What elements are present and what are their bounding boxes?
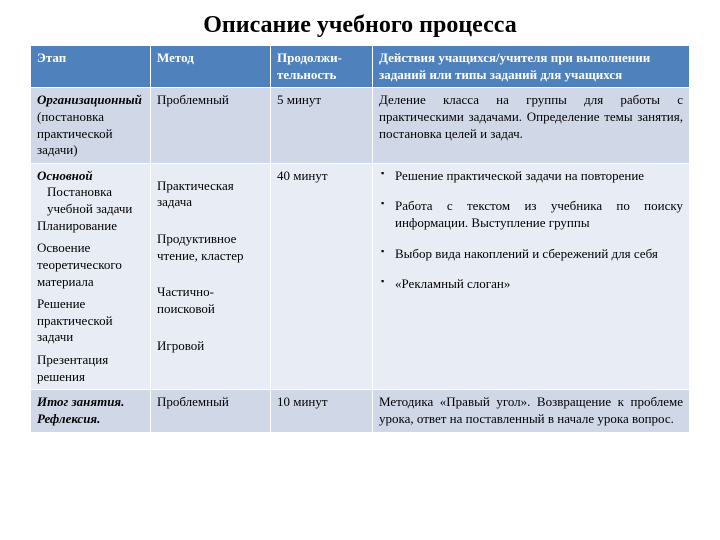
stage-sub: (постановка практической задачи)	[37, 109, 113, 157]
table-row: Организационный (постановка практической…	[31, 88, 690, 164]
duration-cell: 10 минут	[271, 390, 373, 432]
duration-cell: 40 минут	[271, 163, 373, 390]
col-stage: Этап	[31, 46, 151, 88]
stage-cell: Итог занятия. Рефлексия.	[31, 390, 151, 432]
actions-cell: Методика «Правый угол». Возвращение к пр…	[373, 390, 690, 432]
stage-title: Основной	[37, 168, 93, 183]
stage-cell: Организационный (постановка практической…	[31, 88, 151, 164]
stage-cell: Основной Постановка учебной задачи Плани…	[31, 163, 151, 390]
stage-sub: Презентация решения	[37, 352, 144, 385]
method-cell: Проблемный	[151, 390, 271, 432]
action-item: Работа с текстом из учебника по поиску и…	[391, 198, 683, 231]
stage-sub: Планирование	[37, 218, 144, 235]
table-header-row: Этап Метод Продолжи-тельность Действия у…	[31, 46, 690, 88]
duration-cell: 5 минут	[271, 88, 373, 164]
action-item: Выбор вида накоплений и сбережений для с…	[391, 246, 683, 263]
actions-cell: Решение практической задачи на повторени…	[373, 163, 690, 390]
stage-title: Итог занятия. Рефлексия.	[37, 394, 124, 426]
col-duration: Продолжи-тельность	[271, 46, 373, 88]
method-item: Продуктивное чтение, кластер	[157, 231, 264, 264]
method-cell: Практическая задача Продуктивное чтение,…	[151, 163, 271, 390]
col-actions: Действия учащихся/учителя при выполнении…	[373, 46, 690, 88]
table-row: Основной Постановка учебной задачи Плани…	[31, 163, 690, 390]
page-title: Описание учебного процесса	[30, 12, 690, 39]
action-item: «Рекламный слоган»	[391, 276, 683, 293]
stage-sub: Освоение теоретического материала	[37, 240, 144, 290]
stage-title: Организационный	[37, 92, 142, 107]
stage-sub: Решение практической задачи	[37, 296, 144, 346]
method-cell: Проблемный	[151, 88, 271, 164]
process-table: Этап Метод Продолжи-тельность Действия у…	[30, 45, 690, 433]
actions-cell: Деление класса на группы для работы с пр…	[373, 88, 690, 164]
method-item: Частично-поисковой	[157, 284, 264, 317]
action-item: Решение практической задачи на повторени…	[391, 168, 683, 185]
stage-sub: Постановка учебной задачи	[37, 184, 144, 217]
method-item: Игровой	[157, 338, 264, 355]
table-row: Итог занятия. Рефлексия. Проблемный 10 м…	[31, 390, 690, 432]
method-item: Практическая задача	[157, 178, 264, 211]
col-method: Метод	[151, 46, 271, 88]
